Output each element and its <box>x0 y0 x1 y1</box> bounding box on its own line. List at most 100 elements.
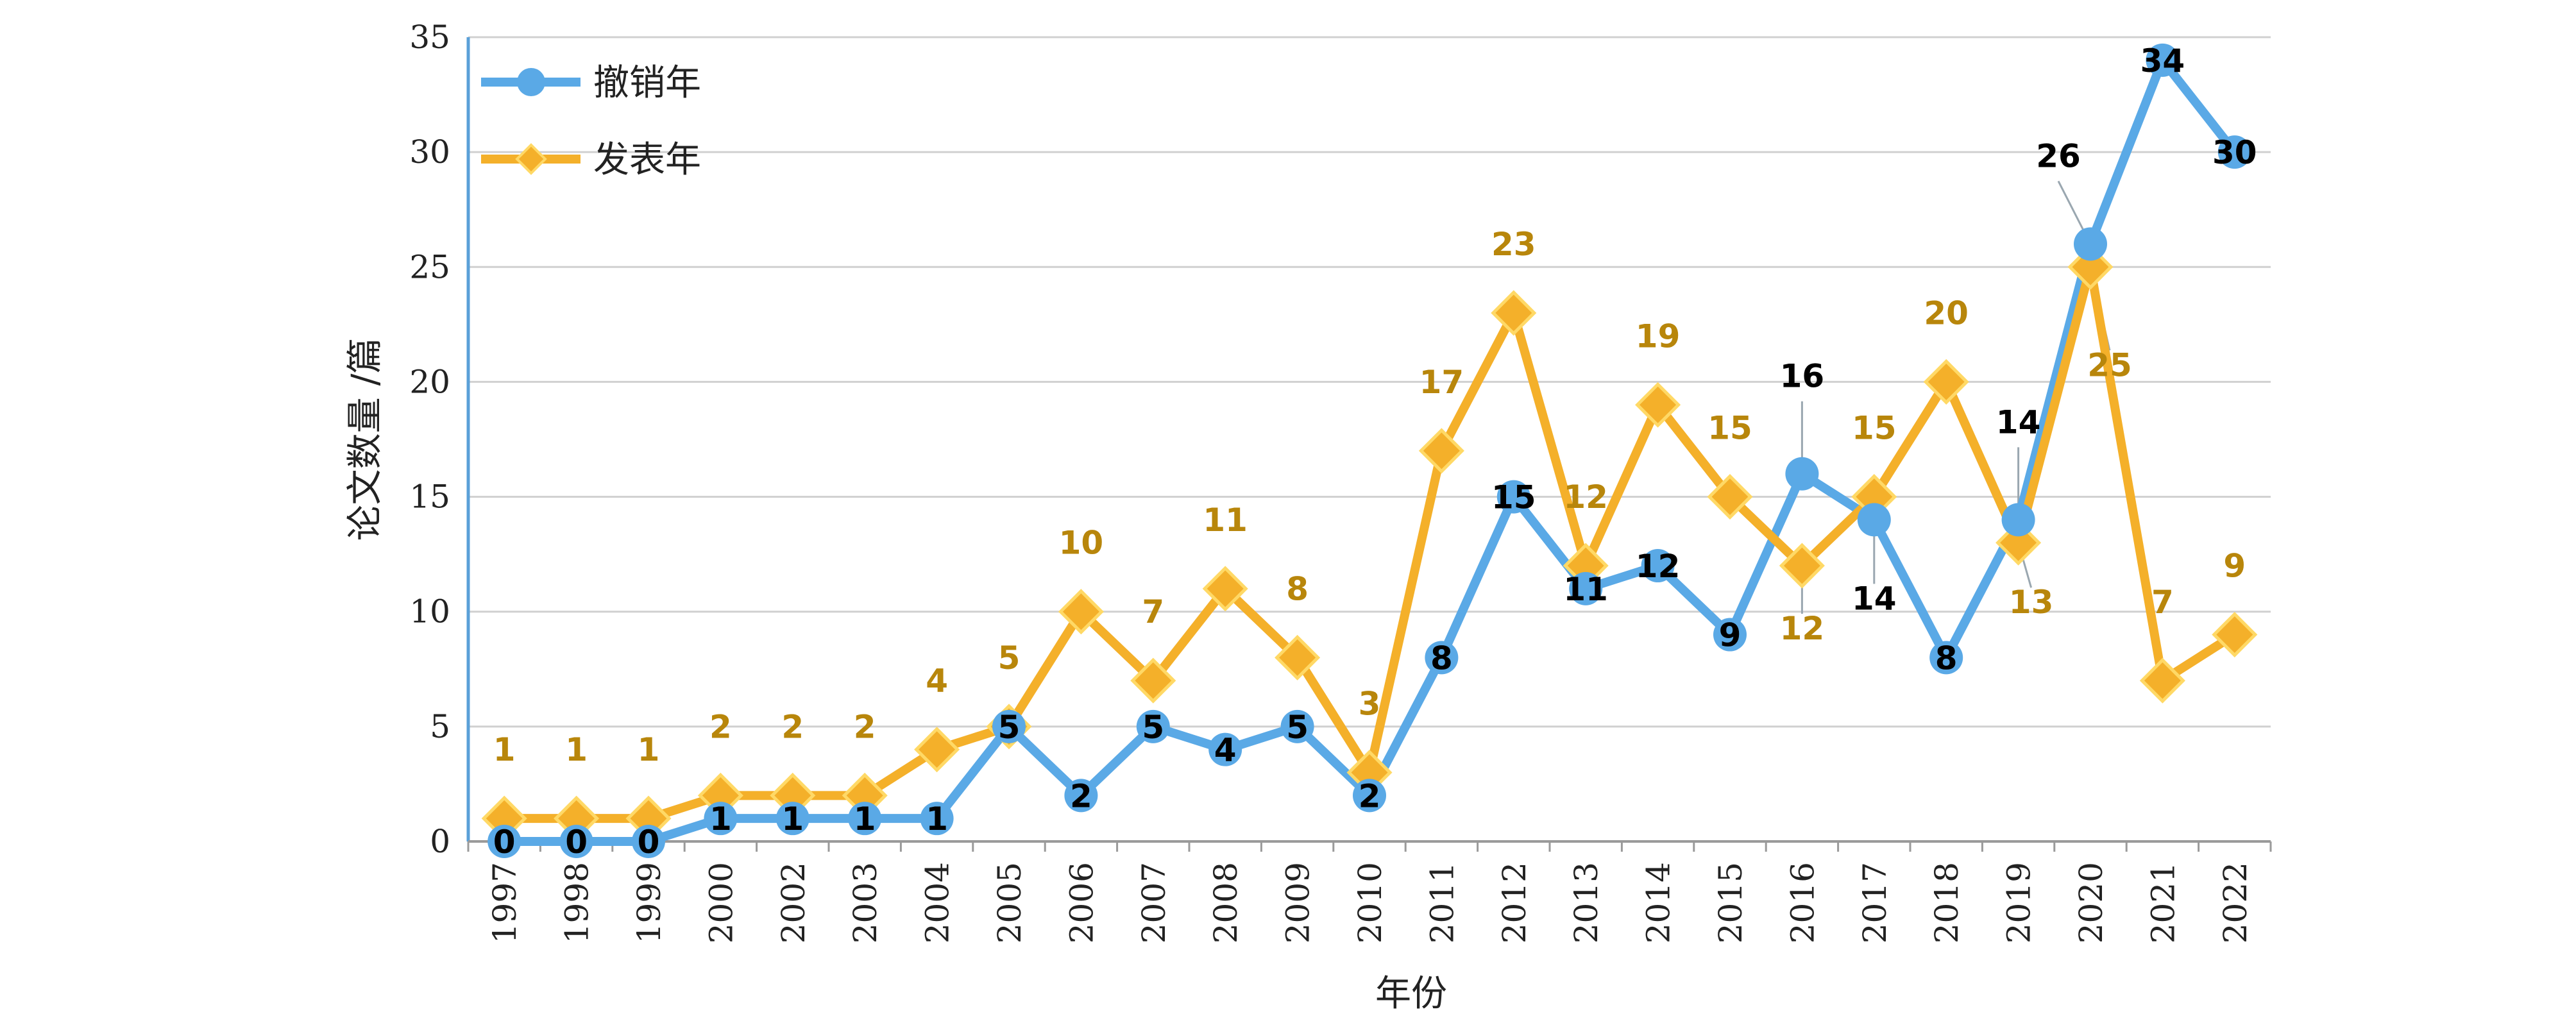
legend: 撤销年 发表年 <box>481 62 701 181</box>
revoked-point <box>559 825 593 858</box>
y-tick-label: 10 <box>409 593 450 630</box>
revoked-point <box>1136 709 1170 743</box>
y-tick-label: 0 <box>430 823 450 860</box>
published-data-label: 15 <box>1852 410 1897 447</box>
x-tick-label: 2002 <box>775 862 812 943</box>
revoked-data-label: 14 <box>1852 580 1897 617</box>
revoked-point <box>1785 457 1819 491</box>
y-tick-label: 25 <box>409 248 450 285</box>
published-data-label: 5 <box>998 639 1021 677</box>
published-data-label: 12 <box>1780 610 1825 647</box>
revoked-data-label: 16 <box>1780 358 1825 395</box>
x-tick-label: 2008 <box>1207 862 1244 943</box>
revoked-data-label: 5 <box>998 709 1021 746</box>
revoked-point <box>1425 641 1459 675</box>
published-point <box>1130 657 1176 704</box>
published-data-label: 8 <box>1286 570 1309 607</box>
published-data-label: 2 <box>709 708 732 745</box>
revoked-data-label: 9 <box>1719 617 1741 654</box>
revoked-point <box>848 802 882 836</box>
revoked-point <box>1929 641 1963 675</box>
published-point <box>1635 382 1681 428</box>
x-tick-label: 1998 <box>559 862 596 943</box>
published-data-label: 20 <box>1924 294 1969 332</box>
revoked-point <box>775 802 809 836</box>
published-point <box>1707 474 1753 520</box>
x-tick-label: 2020 <box>2072 862 2110 943</box>
published-point <box>1779 543 1825 589</box>
gridlines <box>468 36 2271 728</box>
revoked-data-label: 5 <box>1142 709 1164 746</box>
revoked-point <box>1641 549 1675 583</box>
published-data-label: 19 <box>1636 317 1681 355</box>
revoked-data-label: 2 <box>1359 777 1381 815</box>
y-tick-labels: 0 5 10 15 20 25 30 35 <box>409 19 450 860</box>
revoked-data-label: 2 <box>1070 777 1092 815</box>
y-tick-label: 35 <box>409 19 450 56</box>
revoked-point <box>2217 135 2251 169</box>
legend-marker-published <box>515 143 547 175</box>
published-data-label: 25 <box>2087 346 2132 384</box>
revoked-point <box>1280 709 1314 743</box>
published-point <box>1202 566 1248 612</box>
revoked-data-label: 14 <box>1996 403 2041 441</box>
y-tick-label: 5 <box>430 708 450 745</box>
published-point <box>2212 612 2258 658</box>
revoked-point <box>632 825 665 858</box>
revoked-data-label: 15 <box>1491 479 1536 516</box>
published-data-label: 1 <box>493 731 516 768</box>
revoked-data-label: 8 <box>1935 639 1958 677</box>
published-data-label: 11 <box>1203 502 1248 539</box>
y-tick-label: 20 <box>409 363 450 400</box>
x-tick-label: 2004 <box>919 862 956 943</box>
published-data-label: 2 <box>781 708 804 745</box>
revoked-data-label: 11 <box>1563 571 1608 608</box>
published-point <box>1491 290 1537 336</box>
series <box>481 43 2258 858</box>
x-tick-label: 2015 <box>1712 862 1749 943</box>
published-point <box>1923 359 1969 405</box>
published-data-label: 15 <box>1707 410 1752 447</box>
x-tick-label: 2013 <box>1568 862 1605 943</box>
published-data-label: 3 <box>1359 686 1381 723</box>
x-tick-label: 2010 <box>1352 862 1389 943</box>
x-tick-label: 2018 <box>1928 862 1965 943</box>
revoked-data-label: 26 <box>2036 137 2081 174</box>
published-point <box>1058 589 1104 635</box>
published-data-label: 1 <box>638 731 660 768</box>
revoked-point <box>1064 779 1098 813</box>
x-tick-label: 2007 <box>1135 862 1173 943</box>
x-tick-label: 2021 <box>2144 862 2182 943</box>
y-tick-label: 30 <box>409 133 450 171</box>
x-tick-label: 2011 <box>1423 862 1461 943</box>
x-tick-labels: 1997 1998 1999 2000 2002 2003 2004 2005 2006 2007… <box>467 841 2272 943</box>
x-tick-label: 2006 <box>1063 862 1100 943</box>
revoked-data-label: 0 <box>493 823 516 861</box>
revoked-data-label: 0 <box>565 823 588 861</box>
revoked-data-label: 1 <box>709 800 732 838</box>
published-data-label: 9 <box>2223 548 2246 585</box>
x-tick-label: 2005 <box>991 862 1028 943</box>
revoked-point <box>1713 618 1747 652</box>
published-data-label: 7 <box>2151 584 2174 621</box>
series-line-published <box>500 262 2239 823</box>
x-tick-label: 2003 <box>847 862 884 943</box>
x-tick-label: 2014 <box>1640 862 1677 943</box>
y-tick-label: 15 <box>409 478 450 516</box>
legend-label-revoked: 撤销年 <box>593 62 701 104</box>
revoked-data-label: 30 <box>2212 134 2257 171</box>
revoked-point <box>2001 503 2035 537</box>
legend-marker-revoked <box>517 68 545 96</box>
published-point <box>1418 428 1464 474</box>
revoked-point <box>920 802 954 836</box>
revoked-data-label: 1 <box>926 800 948 838</box>
revoked-data-label: 12 <box>1636 548 1681 585</box>
published-point <box>914 727 960 773</box>
revoked-point <box>2074 227 2107 261</box>
published-data-label: 2 <box>854 708 876 745</box>
revoked-point <box>487 825 521 858</box>
revoked-point <box>704 802 738 836</box>
revoked-data-label: 1 <box>781 800 804 838</box>
